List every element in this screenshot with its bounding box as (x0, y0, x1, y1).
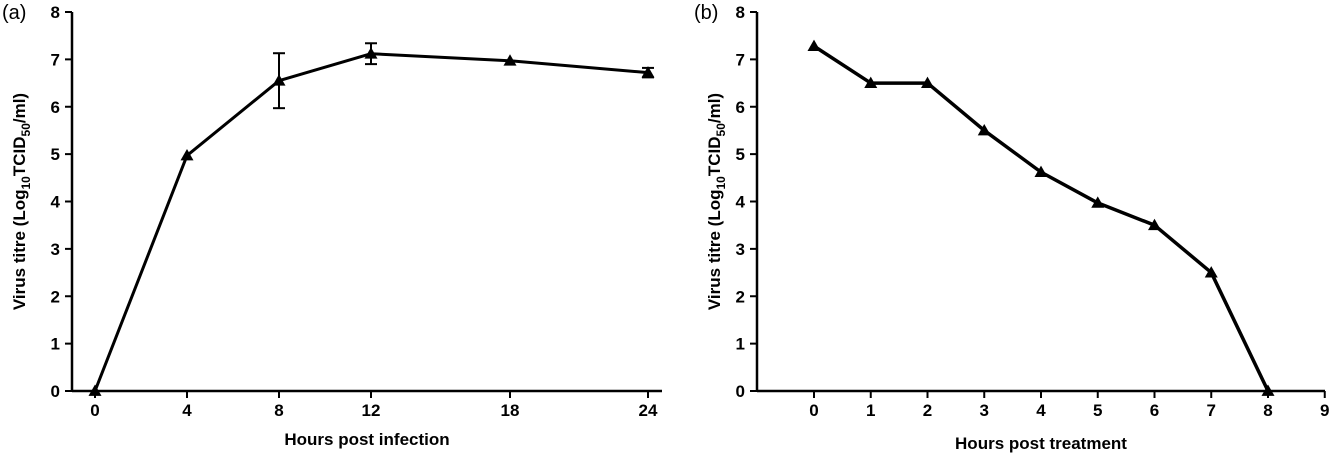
panel-label-a: (a) (2, 2, 27, 24)
chart-panel-b: 0 1 2 3 4 5 6 7 8 0 1 2 3 4 5 6 7 8 9 Hours post treatment V… (705, 3, 1329, 453)
x-tick-label: 0 (809, 401, 818, 420)
y-tick-label: 3 (51, 240, 60, 259)
y-tick-label: 3 (736, 240, 745, 259)
data-point (1034, 165, 1048, 178)
y-tick-label: 4 (51, 193, 61, 212)
x-tick-label: 12 (362, 401, 381, 420)
y-axis-title-part: Virus titre (Log (10, 190, 29, 311)
y-tick-label: 8 (736, 3, 745, 22)
x-tick-label: 8 (1263, 401, 1272, 420)
data-point (364, 47, 378, 59)
x-tick-label: 5 (1093, 401, 1102, 420)
data-point (921, 76, 934, 88)
y-tick-label: 2 (51, 287, 60, 306)
x-tick-label: 4 (1036, 401, 1046, 420)
y-axis-title-part: 10 (19, 176, 33, 190)
data-point (977, 123, 991, 136)
series-line (93, 52, 649, 392)
data-point (272, 74, 286, 86)
y-axis-title-part: /ml) (10, 93, 29, 123)
data-point (180, 149, 194, 161)
data-point (1204, 266, 1218, 278)
y-tick-label: 0 (51, 382, 60, 401)
y-tick-label: 4 (736, 193, 746, 212)
x-tick-label: 1 (866, 401, 875, 420)
y-tick-label: 6 (736, 98, 745, 117)
y-axis-title-part: 10 (714, 176, 728, 190)
y-tick-label: 8 (51, 3, 60, 22)
x-tick-label: 7 (1207, 401, 1216, 420)
y-tick-label: 5 (736, 145, 745, 164)
y-axis-title: Virus titre (Log10TCID50/ml) (705, 93, 728, 310)
y-tick-label: 7 (51, 50, 60, 69)
data-point (1148, 218, 1161, 231)
y-axis-title-part: 50 (19, 123, 33, 137)
y-tick-label: 0 (736, 382, 745, 401)
y-tick-label: 1 (736, 335, 745, 354)
y-tick-label: 2 (736, 287, 745, 306)
panel-label-b: (b) (694, 2, 719, 24)
data-point (1091, 196, 1105, 208)
x-tick-label: 0 (90, 401, 99, 420)
y-axis-title-part: TCID (10, 136, 29, 176)
data-point (88, 384, 102, 396)
x-tick-label: 8 (274, 401, 283, 420)
x-axis-title: Hours post infection (284, 430, 449, 449)
x-tick-label: 4 (182, 401, 192, 420)
x-axis-title: Hours post treatment (955, 434, 1127, 453)
x-tick-label: 18 (501, 401, 520, 420)
x-tick-label: 2 (923, 401, 932, 420)
y-axis-title-part: 50 (714, 123, 728, 137)
x-tick-label: 24 (639, 401, 658, 420)
y-tick-label: 7 (736, 50, 745, 69)
data-point (864, 76, 878, 88)
x-tick-label: 6 (1150, 401, 1159, 420)
x-tick-label: 9 (1320, 401, 1329, 420)
y-axis-title: Virus titre (Log10TCID50/ml) (10, 93, 33, 310)
data-point (503, 54, 517, 66)
data-point (641, 66, 655, 78)
y-tick-label: 6 (51, 98, 60, 117)
data-point (1261, 384, 1275, 396)
y-axis-title-part: TCID (705, 136, 724, 176)
series-line (813, 44, 1270, 392)
y-tick-label: 1 (51, 335, 60, 354)
y-axis-title-part: Virus titre (Log (705, 190, 724, 311)
y-axis-title-part: /ml) (705, 93, 724, 123)
data-point (807, 39, 821, 51)
x-tick-label: 3 (980, 401, 989, 420)
y-tick-label: 5 (51, 145, 60, 164)
